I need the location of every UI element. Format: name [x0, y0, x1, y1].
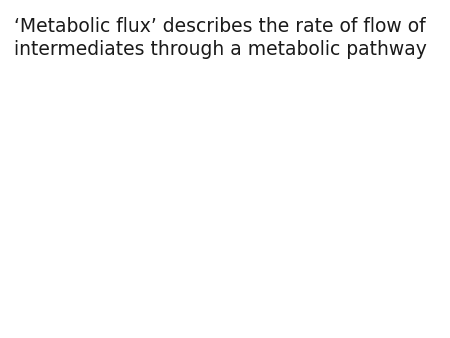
- Text: ‘Metabolic flux’ describes the rate of flow of
intermediates through a metabolic: ‘Metabolic flux’ describes the rate of f…: [14, 17, 427, 59]
